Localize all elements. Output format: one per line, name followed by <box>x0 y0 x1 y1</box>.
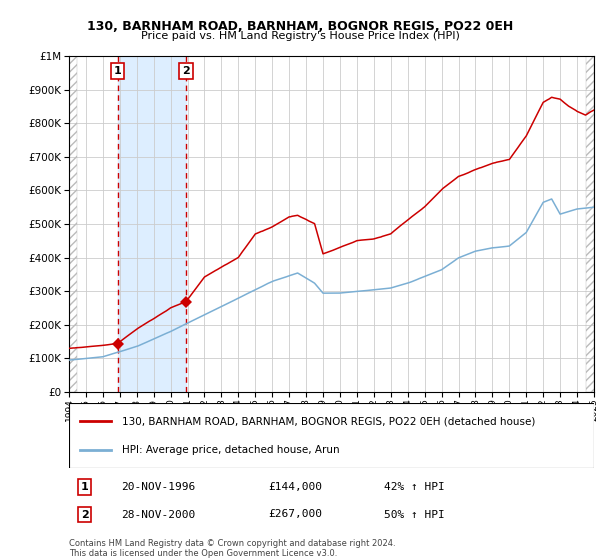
Text: Contains HM Land Registry data © Crown copyright and database right 2024.
This d: Contains HM Land Registry data © Crown c… <box>69 539 395 558</box>
Text: 2: 2 <box>182 66 190 76</box>
Bar <box>118 56 186 392</box>
Text: £144,000: £144,000 <box>269 482 323 492</box>
FancyBboxPatch shape <box>69 403 594 468</box>
Text: HPI: Average price, detached house, Arun: HPI: Average price, detached house, Arun <box>121 445 339 455</box>
Text: 50% ↑ HPI: 50% ↑ HPI <box>384 510 445 520</box>
Text: Price paid vs. HM Land Registry's House Price Index (HPI): Price paid vs. HM Land Registry's House … <box>140 31 460 41</box>
Text: £267,000: £267,000 <box>269 510 323 520</box>
Text: 20-NOV-1996: 20-NOV-1996 <box>121 482 196 492</box>
Text: 130, BARNHAM ROAD, BARNHAM, BOGNOR REGIS, PO22 0EH: 130, BARNHAM ROAD, BARNHAM, BOGNOR REGIS… <box>87 20 513 32</box>
Text: 2: 2 <box>81 510 89 520</box>
Text: 28-NOV-2000: 28-NOV-2000 <box>121 510 196 520</box>
Text: 1: 1 <box>114 66 122 76</box>
Text: 1: 1 <box>81 482 89 492</box>
Text: 42% ↑ HPI: 42% ↑ HPI <box>384 482 445 492</box>
Text: 130, BARNHAM ROAD, BARNHAM, BOGNOR REGIS, PO22 0EH (detached house): 130, BARNHAM ROAD, BARNHAM, BOGNOR REGIS… <box>121 416 535 426</box>
